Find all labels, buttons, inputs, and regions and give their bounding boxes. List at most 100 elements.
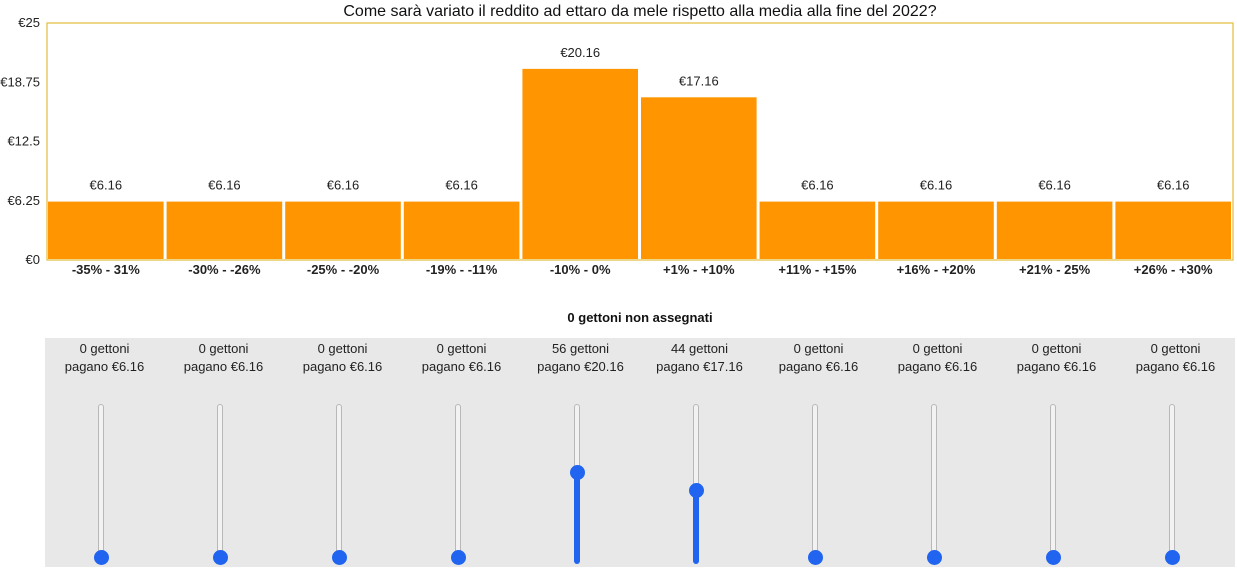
y-tick-label: €12.5 [7, 134, 40, 149]
bar-value-label: €6.16 [920, 178, 953, 193]
x-tick-label: -35% - 31% [72, 262, 140, 277]
bar-value-label: €6.16 [327, 178, 360, 193]
bar [878, 201, 994, 259]
y-tick-label: €18.75 [0, 74, 40, 89]
slider-thumb[interactable] [926, 549, 942, 565]
token-count-label: 0 gettoni [1150, 341, 1201, 356]
y-tick-label: €25 [18, 15, 40, 30]
unassigned-tokens-status: 0 gettoni non assegnati [567, 310, 713, 325]
slider-thumb[interactable] [331, 549, 347, 565]
bar [996, 201, 1113, 259]
slider-column: 0 gettoni pagano €6.16 [402, 338, 521, 567]
x-axis: -35% - 31% -30% - -26% -25% - -20% -19% - -… [72, 262, 1213, 277]
slider-track[interactable] [1169, 404, 1175, 557]
slider-caption: 44 gettoni pagano €17.16 [640, 340, 759, 376]
token-count-label: 56 gettoni [551, 341, 610, 356]
slider-column: 56 gettoni pagano €20.16 [521, 338, 640, 567]
token-count-label: 0 gettoni [198, 341, 249, 356]
bar-value-label: €6.16 [1157, 178, 1190, 193]
slider-caption: 0 gettoni pagano €6.16 [45, 340, 164, 376]
payout-label: pagano €20.16 [537, 359, 624, 374]
x-tick-label: +21% - 25% [1019, 262, 1091, 277]
slider-caption: 0 gettoni pagano €6.16 [164, 340, 283, 376]
slider-thumb[interactable] [212, 549, 228, 565]
x-tick-label: -25% - -20% [307, 262, 380, 277]
token-count-label: 0 gettoni [436, 341, 487, 356]
slider-column: 0 gettoni pagano €6.16 [164, 338, 283, 567]
bar [403, 201, 520, 259]
slider-fill [574, 472, 580, 564]
x-tick-label: +1% - +10% [663, 262, 735, 277]
slider-caption: 0 gettoni pagano €6.16 [1116, 340, 1235, 376]
bar [166, 201, 283, 259]
bar-value-label: €6.16 [1038, 178, 1071, 193]
slider-column: 0 gettoni pagano €6.16 [759, 338, 878, 567]
slider-column: 0 gettoni pagano €6.16 [997, 338, 1116, 567]
bar-value-label: €6.16 [445, 178, 478, 193]
bar [759, 201, 876, 259]
slider-column: 0 gettoni pagano €6.16 [1116, 338, 1235, 567]
slider-caption: 0 gettoni pagano €6.16 [878, 340, 997, 376]
slider-track[interactable] [812, 404, 818, 557]
slider-thumb[interactable] [807, 549, 823, 565]
bar [522, 68, 638, 259]
slider-caption: 0 gettoni pagano €6.16 [402, 340, 521, 376]
slider-track[interactable] [98, 404, 104, 557]
slider-thumb[interactable] [1045, 549, 1061, 565]
slider-column: 0 gettoni pagano €6.16 [878, 338, 997, 567]
slider-thumb[interactable] [1164, 549, 1180, 565]
slider-column: 44 gettoni pagano €17.16 [640, 338, 759, 567]
bar-value-label: €6.16 [208, 178, 241, 193]
slider-column: 0 gettoni pagano €6.16 [283, 338, 402, 567]
payout-label: pagano €6.16 [778, 359, 859, 374]
y-tick-label: €6.25 [7, 193, 40, 208]
slider-track[interactable] [336, 404, 342, 557]
bars [48, 68, 1231, 259]
payout-label: pagano €6.16 [302, 359, 383, 374]
bar-value-label: €6.16 [801, 178, 834, 193]
token-count-label: 0 gettoni [317, 341, 368, 356]
bar-value-label: €20.16 [560, 45, 600, 60]
slider-track[interactable] [1050, 404, 1056, 557]
slider-thumb[interactable] [450, 549, 466, 565]
slider-caption: 0 gettoni pagano €6.16 [997, 340, 1116, 376]
bar [641, 97, 757, 259]
slider-column: 0 gettoni pagano €6.16 [45, 338, 164, 567]
token-count-label: 0 gettoni [912, 341, 963, 356]
chart-title: Come sarà variato il reddito ad ettaro d… [343, 3, 937, 20]
x-tick-label: +16% - +20% [897, 262, 976, 277]
slider-track[interactable] [217, 404, 223, 557]
payout-label: pagano €6.16 [897, 359, 978, 374]
payout-label: pagano €6.16 [183, 359, 264, 374]
bar [285, 201, 401, 259]
slider-fill [693, 490, 699, 564]
slider-thumb[interactable] [93, 549, 109, 565]
payout-label: pagano €6.16 [421, 359, 502, 374]
token-count-label: 0 gettoni [1031, 341, 1082, 356]
slider-thumb[interactable] [688, 483, 704, 499]
bar [1115, 201, 1231, 259]
slider-caption: 0 gettoni pagano €6.16 [283, 340, 402, 376]
slider-track[interactable] [455, 404, 461, 557]
payout-label: pagano €17.16 [656, 359, 743, 374]
payout-label: pagano €6.16 [64, 359, 145, 374]
x-tick-label: +26% - +30% [1134, 262, 1213, 277]
bar-value-label: €17.16 [679, 73, 719, 88]
slider-track[interactable] [931, 404, 937, 557]
token-count-label: 0 gettoni [79, 341, 130, 356]
bar-value-label: €6.16 [90, 178, 123, 193]
slider-caption: 56 gettoni pagano €20.16 [521, 340, 640, 376]
slider-caption: 0 gettoni pagano €6.16 [759, 340, 878, 376]
bar-chart: €0 €6.25 €12.5 €18.75 €25 €6.16 €6.16 €6.16 €6.… [0, 15, 1234, 277]
bar [48, 201, 164, 259]
slider-thumb[interactable] [569, 464, 585, 480]
y-tick-label: €0 [26, 252, 40, 267]
token-count-label: 0 gettoni [793, 341, 844, 356]
payout-label: pagano €6.16 [1016, 359, 1097, 374]
slider-panel: 0 gettoni pagano €6.16 0 gettoni pagano €6.… [45, 338, 1235, 567]
x-tick-label: +11% - +15% [778, 262, 856, 277]
x-tick-label: -19% - -11% [426, 262, 498, 277]
x-tick-label: -10% - 0% [550, 262, 611, 277]
chart-frame [46, 22, 1234, 261]
payout-label: pagano €6.16 [1135, 359, 1216, 374]
